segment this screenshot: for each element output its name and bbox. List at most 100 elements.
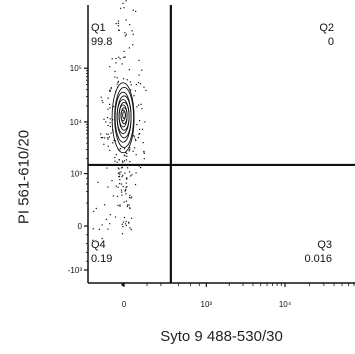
event-dot <box>107 124 109 127</box>
event-dot <box>110 132 112 134</box>
event-dot <box>127 204 129 206</box>
event-dot <box>118 56 120 58</box>
event-dot <box>129 194 131 196</box>
event-dot <box>117 172 119 174</box>
event-dot <box>110 87 112 89</box>
y-tick-label: 10⁴ <box>70 118 83 127</box>
event-dot <box>98 228 101 230</box>
event-dot <box>132 150 134 152</box>
event-dot <box>124 56 126 58</box>
event-dot <box>117 80 119 82</box>
event-dot <box>118 159 120 161</box>
event-dot <box>143 152 145 154</box>
event-dot <box>107 228 109 230</box>
event-dot <box>114 160 116 162</box>
event-dot <box>128 221 130 223</box>
event-dot <box>117 20 120 22</box>
event-dot <box>114 156 116 159</box>
quadrant-name: Q4 <box>91 239 106 251</box>
event-dot <box>130 84 132 86</box>
event-dot <box>139 166 142 169</box>
event-dot <box>123 148 126 150</box>
event-dot <box>130 89 132 91</box>
event-dot <box>120 167 123 169</box>
event-dot <box>125 186 127 188</box>
event-dot <box>136 123 138 126</box>
event-dot <box>123 56 125 59</box>
event-dot <box>139 83 142 85</box>
event-dot <box>109 107 111 109</box>
event-dot <box>97 181 99 183</box>
event-dot <box>123 201 125 203</box>
event-dot <box>113 139 115 142</box>
event-dot <box>139 132 141 135</box>
event-dot <box>119 58 121 60</box>
event-dot <box>116 195 119 198</box>
y-tick-label: 10³ <box>70 170 82 179</box>
event-dot <box>101 237 103 240</box>
event-dot <box>135 83 137 86</box>
event-dot <box>126 152 128 155</box>
event-dot <box>107 108 109 110</box>
event-dot <box>115 91 117 93</box>
event-dot <box>121 166 123 168</box>
event-dot <box>121 160 124 162</box>
event-dot <box>108 103 111 105</box>
event-dot <box>123 216 125 219</box>
event-dot <box>128 69 130 71</box>
event-dot <box>125 220 127 223</box>
event-dot <box>117 167 119 169</box>
event-dot <box>126 186 128 188</box>
event-dot <box>121 191 123 193</box>
population-contour <box>111 82 135 154</box>
event-dot <box>135 10 137 13</box>
event-dot <box>141 69 143 71</box>
event-dot <box>144 121 146 123</box>
event-dot <box>115 57 117 60</box>
y-axis-label-container: PI 561-610/20 <box>14 0 34 354</box>
event-dot <box>130 217 133 219</box>
event-dot <box>125 159 128 161</box>
event-dot <box>141 128 144 130</box>
event-dot <box>117 204 119 206</box>
event-dot <box>112 131 114 133</box>
event-dot <box>107 97 109 99</box>
event-dot <box>133 95 135 97</box>
event-dot <box>117 81 119 83</box>
event-dot <box>117 86 119 88</box>
event-dot <box>126 167 129 169</box>
event-dot <box>126 155 128 157</box>
event-dot <box>119 149 121 152</box>
event-dot <box>102 136 104 139</box>
event-dot <box>118 172 120 174</box>
event-dot <box>125 0 127 2</box>
event-dot <box>109 223 111 225</box>
event-dot <box>122 78 125 80</box>
event-dot <box>121 194 123 196</box>
event-dot <box>101 99 103 102</box>
event-dot <box>107 137 109 139</box>
event-dot <box>109 213 111 216</box>
event-dot <box>124 172 126 174</box>
event-dot <box>115 185 117 187</box>
event-dot <box>143 158 145 160</box>
event-dot <box>120 183 123 185</box>
event-dot <box>137 81 140 84</box>
event-dot <box>143 86 145 88</box>
x-tick-label: 0 <box>122 300 127 309</box>
y-axis-label: PI 561-610/20 <box>15 129 33 225</box>
x-axis-label: Syto 9 488-530/30 <box>160 328 283 345</box>
event-dot <box>134 90 137 92</box>
event-dot <box>137 136 139 139</box>
event-dot <box>116 161 118 163</box>
y-tick-label: -10³ <box>68 266 83 275</box>
event-dot <box>135 172 137 174</box>
quadrant-percent: 0.016 <box>304 253 332 265</box>
event-dot <box>113 105 115 108</box>
y-tick-label: 10⁵ <box>70 64 82 73</box>
event-dot <box>124 155 126 157</box>
quadrant-percent: 99.8 <box>91 36 112 48</box>
event-dot <box>125 193 127 195</box>
y-tick-label: 0 <box>78 222 83 231</box>
